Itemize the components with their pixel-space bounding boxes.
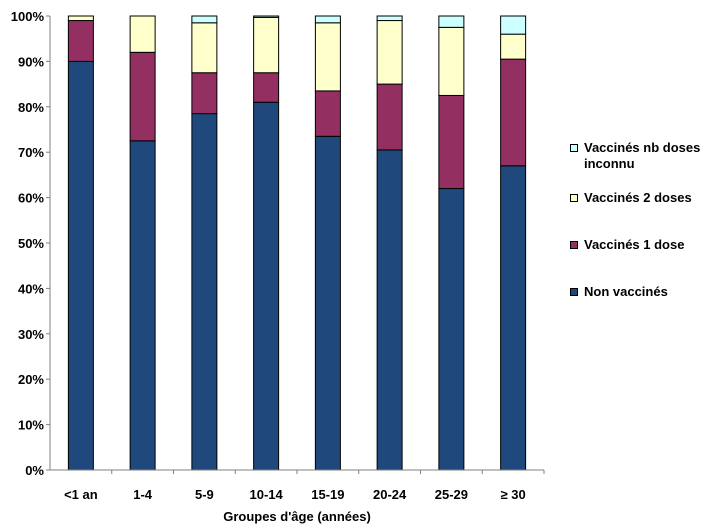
legend-label: Vaccinés nb doses <box>584 140 701 155</box>
x-tick-label: 20-24 <box>373 487 407 502</box>
bar-segment-2 <box>314 90 341 137</box>
bar-segment-2 <box>129 51 156 142</box>
bar-segment-4 <box>191 15 218 24</box>
y-tick-label: 40% <box>18 281 44 296</box>
legend-item-non-vaccines: Non vaccinés <box>570 284 715 300</box>
y-tick-label: 80% <box>18 100 44 115</box>
bar-segment-1 <box>438 188 465 471</box>
legend-swatch-inconnu <box>570 144 578 152</box>
bar-segment-1 <box>314 135 341 471</box>
bar-segment-4 <box>253 15 280 18</box>
legend-swatch-non-vaccines <box>570 288 578 296</box>
y-tick-label: 30% <box>18 327 44 342</box>
legend-swatch-2-doses <box>570 194 578 202</box>
bar-segment-4 <box>438 15 465 28</box>
y-tick-label: 0% <box>25 463 44 478</box>
legend-label: Vaccinés 1 dose <box>584 237 685 252</box>
x-tick-label: 5-9 <box>195 487 214 502</box>
bar-segment-1 <box>67 60 94 471</box>
x-tick-label: 15-19 <box>311 487 344 502</box>
legend-label: Vaccinés 2 doses <box>584 190 692 205</box>
bar-segment-1 <box>376 149 403 471</box>
x-tick-label: 1-4 <box>133 487 153 502</box>
bar-segment-1 <box>129 140 156 471</box>
bar-segment-2 <box>500 58 527 167</box>
legend-label: Non vaccinés <box>584 284 668 299</box>
bar-segment-3 <box>500 33 527 60</box>
bar-segment-3 <box>191 22 218 74</box>
y-tick-label: 10% <box>18 418 44 433</box>
x-tick-label: 10-14 <box>250 487 284 502</box>
bar-segment-2 <box>376 83 403 151</box>
y-tick-label: 100% <box>11 9 45 24</box>
y-tick-label: 70% <box>18 145 44 160</box>
x-tick-label: <1 an <box>64 487 98 502</box>
bar-segment-3 <box>253 16 280 74</box>
x-tick-label: ≥ 30 <box>501 487 526 502</box>
bar-segment-2 <box>253 72 280 103</box>
bar-segment-4 <box>314 15 341 24</box>
bar-segment-2 <box>191 72 218 115</box>
y-axis-ticks: 0% 10% 20% 30% 40% 50% 60% 70% 80% 90% 100% <box>11 9 50 478</box>
legend-swatch-1-dose <box>570 241 578 249</box>
x-tick-label: 25-29 <box>435 487 468 502</box>
legend-item-inconnu: Vaccinés nb doses inconnu <box>570 140 715 172</box>
legend-item-1-dose: Vaccinés 1 dose <box>570 237 715 253</box>
bar-segment-1 <box>500 165 527 471</box>
bar-segment-1 <box>253 101 280 471</box>
bar-segment-1 <box>191 113 218 471</box>
bar-segment-3 <box>314 22 341 92</box>
y-tick-label: 50% <box>18 236 44 251</box>
y-tick-label: 60% <box>18 191 44 206</box>
x-axis-title: Groupes d'âge (années) <box>223 509 371 524</box>
legend-item-2-doses: Vaccinés 2 doses <box>570 190 715 206</box>
bar-segment-3 <box>376 20 403 85</box>
bar-segment-2 <box>67 20 94 62</box>
legend-label-continued: inconnu <box>584 156 635 171</box>
bar-segment-4 <box>376 15 403 22</box>
bar-segment-3 <box>67 15 94 22</box>
bar-segment-4 <box>500 15 527 35</box>
bar-segment-3 <box>438 26 465 96</box>
x-axis-ticks: <1 an 1-4 5-9 10-14 15-19 20-24 25-29 ≥ 30 <box>64 470 545 502</box>
bars <box>67 15 527 471</box>
bar-segment-2 <box>438 94 465 190</box>
y-tick-label: 20% <box>18 372 44 387</box>
y-tick-label: 90% <box>18 54 44 69</box>
bar-segment-3 <box>129 15 156 53</box>
